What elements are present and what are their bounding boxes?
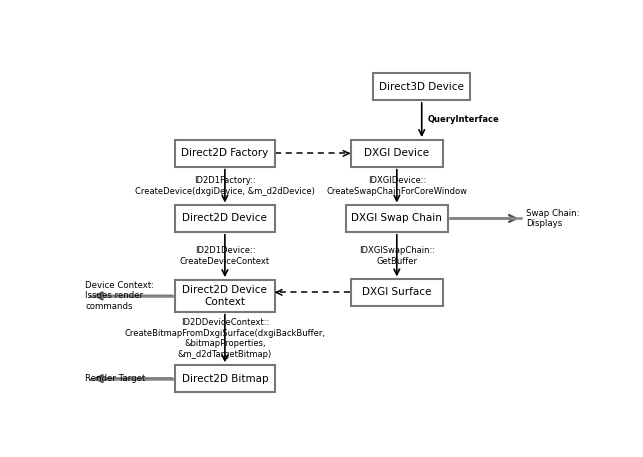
Text: ID2DDeviceContext::
CreateBitmapFromDxgiSurface(dxgiBackBuffer,
&bitmapPropertie: ID2DDeviceContext:: CreateBitmapFromDxgi… bbox=[124, 319, 325, 359]
FancyBboxPatch shape bbox=[175, 205, 275, 232]
Text: DXGI Surface: DXGI Surface bbox=[362, 287, 431, 298]
Text: QueryInterface: QueryInterface bbox=[428, 116, 500, 124]
Text: IDXGIDevice::
CreateSwapChainForCoreWindow: IDXGIDevice:: CreateSwapChainForCoreWind… bbox=[326, 176, 467, 196]
Text: Swap Chain:
Displays: Swap Chain: Displays bbox=[527, 209, 580, 228]
Text: DXGI Swap Chain: DXGI Swap Chain bbox=[351, 213, 442, 223]
Text: Device Context:
Issues render
commands: Device Context: Issues render commands bbox=[86, 281, 154, 311]
FancyBboxPatch shape bbox=[373, 73, 470, 100]
FancyBboxPatch shape bbox=[175, 366, 275, 392]
FancyBboxPatch shape bbox=[346, 205, 448, 232]
FancyBboxPatch shape bbox=[175, 280, 275, 312]
FancyBboxPatch shape bbox=[350, 140, 443, 166]
Text: DXGI Device: DXGI Device bbox=[364, 149, 430, 159]
Text: Direct2D Device: Direct2D Device bbox=[183, 213, 267, 223]
Text: ID2D1Device::
CreateDeviceContext: ID2D1Device:: CreateDeviceContext bbox=[180, 246, 270, 266]
Text: Direct2D Bitmap: Direct2D Bitmap bbox=[181, 373, 268, 383]
Text: Direct3D Device: Direct3D Device bbox=[379, 81, 464, 91]
FancyBboxPatch shape bbox=[175, 140, 275, 166]
Text: ID2D1Factory::
CreateDevice(dxgiDevice, &m_d2dDevice): ID2D1Factory:: CreateDevice(dxgiDevice, … bbox=[135, 176, 315, 196]
Text: Direct2D Factory: Direct2D Factory bbox=[181, 149, 269, 159]
Text: Direct2D Device
Context: Direct2D Device Context bbox=[183, 285, 267, 307]
FancyBboxPatch shape bbox=[350, 279, 443, 306]
Text: Render Target: Render Target bbox=[86, 374, 146, 383]
Text: IDXGISwapChain::
GetBuffer: IDXGISwapChain:: GetBuffer bbox=[359, 246, 435, 266]
